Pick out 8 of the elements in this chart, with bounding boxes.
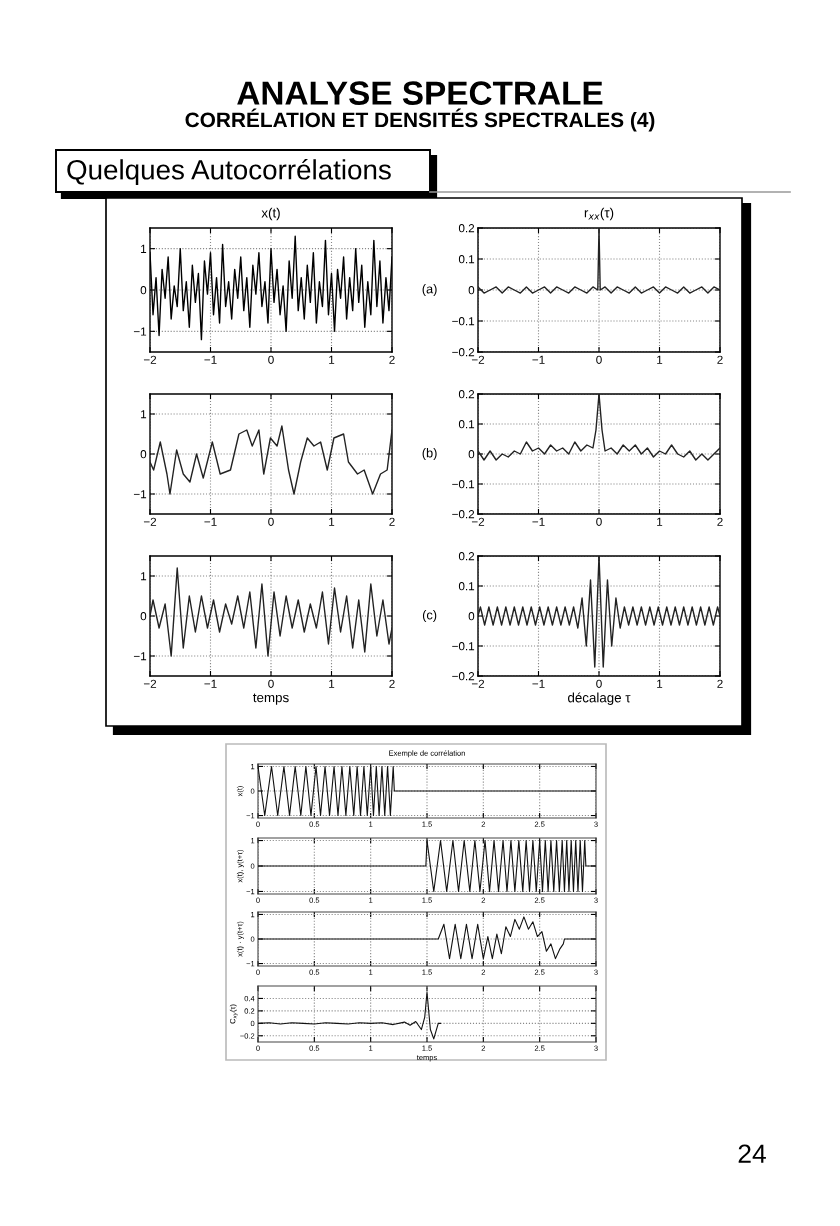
text: Quelques Autocorrélations xyxy=(67,158,391,186)
line-series xyxy=(258,916,596,960)
line-series xyxy=(258,991,442,1040)
text: ANALYSE SPECTRALE xyxy=(237,81,603,105)
line-series xyxy=(150,425,392,495)
line-series xyxy=(150,567,392,657)
text: 24 xyxy=(738,1144,766,1163)
text: CORRÉLATION ET DENSITÉS SPECTRALES (4) xyxy=(185,108,655,132)
